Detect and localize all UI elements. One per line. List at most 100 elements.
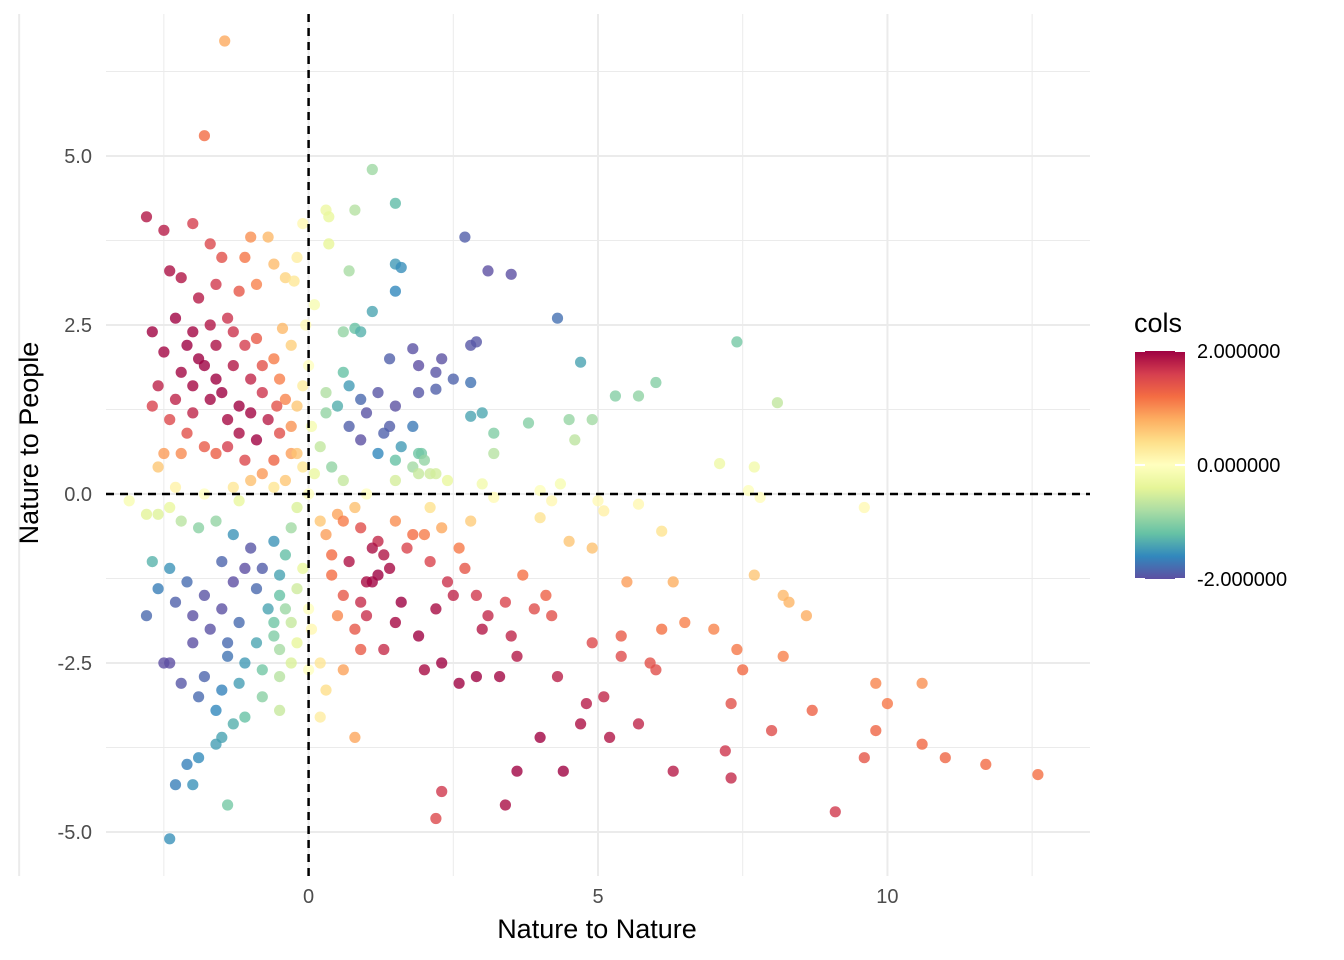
data-point <box>256 562 268 575</box>
data-point <box>314 711 326 723</box>
data-point <box>169 596 182 608</box>
data-point <box>222 414 234 426</box>
legend-label: 2.000000 <box>1197 341 1280 363</box>
data-point <box>528 603 540 615</box>
data-point <box>222 441 234 453</box>
x-tick-label: 10 <box>876 886 898 908</box>
data-point <box>413 387 425 399</box>
data-point <box>372 387 384 399</box>
data-point <box>378 427 390 439</box>
data-point <box>488 447 500 460</box>
data-point <box>430 468 442 480</box>
data-point <box>204 319 216 331</box>
data-point <box>592 495 604 507</box>
data-point <box>256 468 268 480</box>
data-point <box>152 461 164 473</box>
data-point <box>279 549 291 561</box>
data-point <box>384 353 396 365</box>
data-point <box>586 414 598 426</box>
data-point <box>152 583 164 595</box>
data-point <box>586 542 598 554</box>
data-point <box>343 265 355 277</box>
data-point <box>650 664 662 676</box>
data-point <box>349 501 361 514</box>
data-point <box>731 643 743 656</box>
data-point <box>175 515 187 527</box>
data-point <box>598 505 610 517</box>
data-point <box>551 671 564 683</box>
x-tick-label: 0 <box>303 886 314 908</box>
data-point <box>389 285 401 297</box>
data-point <box>285 657 297 669</box>
data-point <box>355 596 367 608</box>
data-point <box>337 515 349 527</box>
data-point <box>308 299 320 311</box>
data-point <box>366 542 378 554</box>
data-point <box>198 130 210 142</box>
data-point <box>271 400 283 412</box>
data-point <box>569 434 581 446</box>
data-point <box>389 197 401 209</box>
data-point <box>540 589 552 602</box>
data-point <box>164 657 176 669</box>
data-point <box>320 684 332 696</box>
legend-label: 0.000000 <box>1197 455 1280 477</box>
data-point <box>256 691 268 703</box>
y-tick-label: 0.0 <box>64 484 92 506</box>
data-point <box>262 231 274 243</box>
data-point <box>320 407 332 419</box>
data-point <box>239 251 251 263</box>
data-point <box>204 623 216 635</box>
data-point <box>447 589 459 602</box>
data-point <box>326 549 338 561</box>
data-point <box>459 562 471 575</box>
data-point <box>453 542 465 554</box>
data-point <box>441 474 454 487</box>
data-point <box>227 576 239 588</box>
data-point <box>193 752 205 764</box>
data-point <box>169 481 182 493</box>
data-point <box>337 326 349 338</box>
data-point <box>777 650 789 662</box>
data-point <box>320 387 332 399</box>
data-point <box>210 373 222 385</box>
data-point <box>650 376 662 389</box>
data-point <box>323 211 335 223</box>
data-point <box>667 576 679 588</box>
data-point <box>656 525 668 537</box>
data-point <box>187 610 199 622</box>
data-point <box>245 474 257 487</box>
data-point <box>806 704 818 717</box>
data-point <box>268 535 280 547</box>
data-point <box>222 799 234 811</box>
data-point <box>389 454 401 466</box>
data-point <box>378 549 390 561</box>
data-point <box>511 765 523 777</box>
data-point <box>430 812 442 825</box>
data-point <box>714 458 726 470</box>
data-point <box>881 698 894 710</box>
data-point <box>245 407 257 419</box>
data-point <box>656 623 668 635</box>
data-point <box>980 758 992 771</box>
data-point <box>219 35 231 47</box>
data-point <box>355 326 367 338</box>
data-point <box>858 752 870 764</box>
data-point <box>621 576 633 588</box>
grid-lines <box>18 14 1090 876</box>
data-point <box>164 833 176 845</box>
data-point <box>233 400 245 412</box>
data-point <box>395 261 407 274</box>
data-point <box>169 393 182 405</box>
data-point <box>748 569 760 581</box>
data-point <box>274 671 286 683</box>
data-point <box>554 478 567 490</box>
data-point <box>239 339 251 351</box>
data-point <box>916 738 928 750</box>
reference-lines <box>106 14 1090 876</box>
data-point <box>279 272 291 284</box>
data-point <box>424 556 436 568</box>
x-tick-label: 5 <box>592 886 603 908</box>
data-point <box>632 390 645 402</box>
